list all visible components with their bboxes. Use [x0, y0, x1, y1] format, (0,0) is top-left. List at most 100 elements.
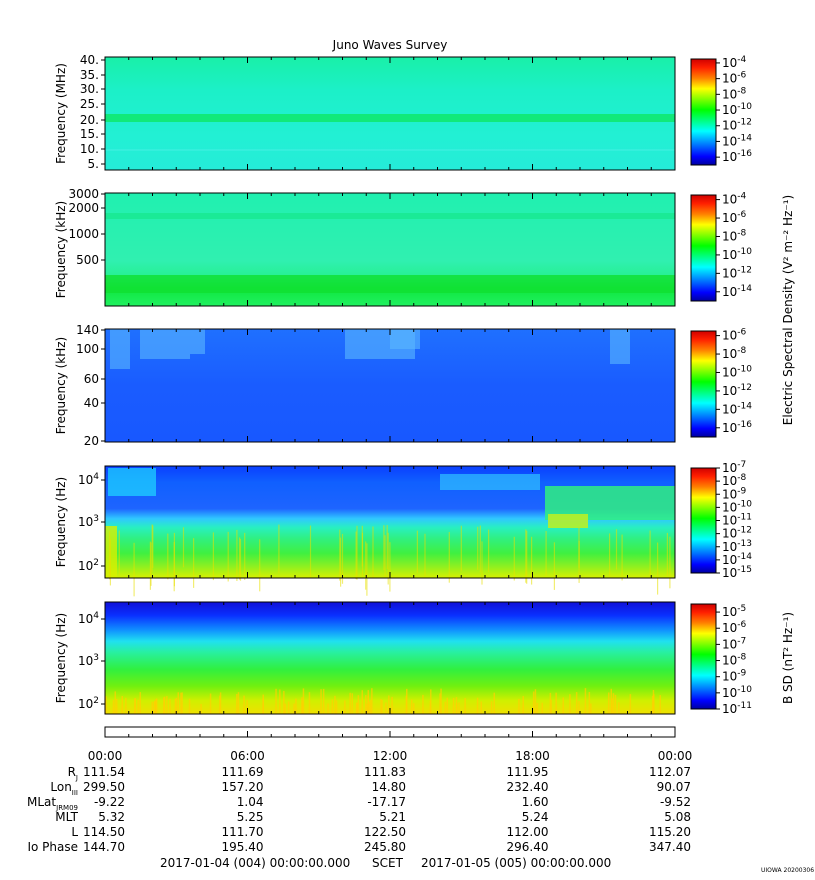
colorbar-label-4: Electric Spectral Density (V² m⁻² Hz⁻¹) [781, 195, 795, 425]
footer: 2017-01-04 (004) 00:00:00.000 SCET 2017-… [160, 856, 814, 874]
ephem-label: MLT [55, 810, 78, 824]
ephem-value: 5.25 [237, 810, 264, 824]
ephem-value: 5.21 [379, 810, 406, 824]
ylabel-1: Frequency (MHz) [54, 63, 68, 164]
colorbar-tick: 10-6 [722, 71, 747, 86]
ephem-value: -9.22 [94, 795, 125, 809]
ylabel-3: Frequency (kHz) [54, 337, 68, 434]
colorbar-tick: 10-9 [722, 486, 747, 501]
ephem-label: LonIII [50, 780, 78, 797]
ephem-value: 232.40 [507, 780, 549, 794]
colorbar-tick: 10-8 [722, 653, 747, 668]
ytick-label: 60 [84, 372, 99, 386]
ephem-value: 5.32 [98, 810, 125, 824]
ephem-value: 111.70 [222, 825, 264, 839]
ytick-label: 140 [76, 323, 99, 337]
ephem-value: 111.54 [83, 765, 125, 779]
colorbar-tick: 10-10 [722, 499, 752, 514]
ephem-value: 111.95 [507, 765, 549, 779]
ephem-value: 5.08 [664, 810, 691, 824]
ytick-label: 100 [76, 342, 99, 356]
ytick-label: 40. [80, 53, 99, 67]
ephem-value: 111.69 [222, 765, 264, 779]
spectrogram-5 [105, 602, 675, 714]
ephem-value: 122.50 [364, 825, 406, 839]
spectrogram-features-5 [105, 688, 661, 715]
ylabel-4: Frequency (Hz) [54, 477, 68, 568]
colorbar-tick: 10-11 [722, 513, 752, 528]
ephem-value: 195.40 [222, 840, 264, 854]
colorbar-tick: 10-6 [722, 620, 747, 635]
ytick-label: 103 [78, 653, 99, 668]
ephem-value: 115.20 [649, 825, 691, 839]
colorbar-tick: 10-8 [722, 228, 747, 243]
ephem-value: 114.50 [83, 825, 125, 839]
panel-1: 40.35.30.25. 20.15.10.5. Frequency (MHz) 10… [54, 53, 752, 171]
ytick-label: 500 [76, 253, 99, 267]
colorbar-tick: 10-12 [722, 383, 752, 398]
colorbar-tick: 10-5 [722, 604, 746, 619]
colorbar-tick: 10-10 [722, 364, 752, 379]
ephem-label: Io Phase [27, 840, 78, 854]
ephem-value: 90.07 [657, 780, 691, 794]
ephem-label: MLatJRM09 [27, 795, 78, 812]
ytick-label: 104 [78, 611, 99, 626]
colorbar-tick: 10-8 [722, 86, 747, 101]
colorbar-tick: 10-6 [722, 328, 747, 343]
ephem-value: -9.52 [660, 795, 691, 809]
ephem-value: 245.80 [364, 840, 406, 854]
footer-start: 2017-01-04 (004) 00:00:00.000 [160, 856, 350, 870]
chart-title: Juno Waves Survey [332, 38, 448, 52]
ylabel-5: Frequency (Hz) [54, 613, 68, 704]
colorbar-tick: 10-4 [722, 192, 747, 207]
ephem-value: 296.40 [507, 840, 549, 854]
time-label: 12:00 [373, 749, 408, 763]
ephem-value: 299.50 [83, 780, 125, 794]
time-label: 18:00 [515, 749, 550, 763]
footer-stamp: UIOWA 20200306 [761, 867, 814, 874]
colorbar-5 [690, 603, 717, 710]
ytick-label: 1000 [68, 227, 99, 241]
ytick-label: 25. [80, 97, 99, 111]
ephem-value: 144.70 [83, 840, 125, 854]
spectrogram-features-3 [110, 329, 630, 369]
colorbar-3 [690, 330, 717, 438]
ephem-label: RJ [68, 765, 78, 782]
colorbar-tick: 10-14 [722, 401, 752, 416]
ytick-label: 104 [78, 472, 99, 487]
colorbar-tick: 10-10 [722, 685, 752, 700]
ephem-value: 111.83 [364, 765, 406, 779]
ytick-label: 103 [78, 514, 99, 529]
colorbar-tick: 10-12 [722, 526, 752, 541]
colorbar-tick: 10-11 [722, 701, 752, 716]
ytick-label: 5. [88, 157, 99, 171]
ytick-label: 20. [80, 113, 99, 127]
ephem-value: -17.17 [367, 795, 406, 809]
colorbar-label-5: B SD (nT² Hz⁻¹) [781, 612, 795, 704]
ephem-value: 1.60 [522, 795, 549, 809]
colorbar-tick: 10-16 [722, 420, 752, 435]
colorbar-4 [690, 467, 717, 574]
ephem-value: 347.40 [649, 840, 691, 854]
colorbar-tick: 10-9 [722, 669, 747, 684]
ephem-value: 5.24 [522, 810, 549, 824]
colorbar-tick: 10-6 [722, 210, 747, 225]
footer-end: 2017-01-05 (005) 00:00:00.000 [421, 856, 611, 870]
colorbar-tick: 10-8 [722, 346, 747, 361]
spectrogram-features-4 [105, 468, 675, 597]
ephem-value: 112.00 [507, 825, 549, 839]
colorbar-tick: 10-13 [722, 539, 752, 554]
colorbar-tick: 10-10 [722, 247, 752, 262]
ytick-label: 10. [80, 142, 99, 156]
spectrogram-1 [105, 57, 675, 170]
spectrogram-features-1 [105, 114, 675, 151]
colorbar-tick: 10-8 [722, 473, 747, 488]
footer-scet: SCET [372, 856, 404, 870]
ephem-value: 14.80 [372, 780, 406, 794]
colorbar-tick: 10-7 [722, 460, 746, 475]
ephem-value: 157.20 [222, 780, 264, 794]
